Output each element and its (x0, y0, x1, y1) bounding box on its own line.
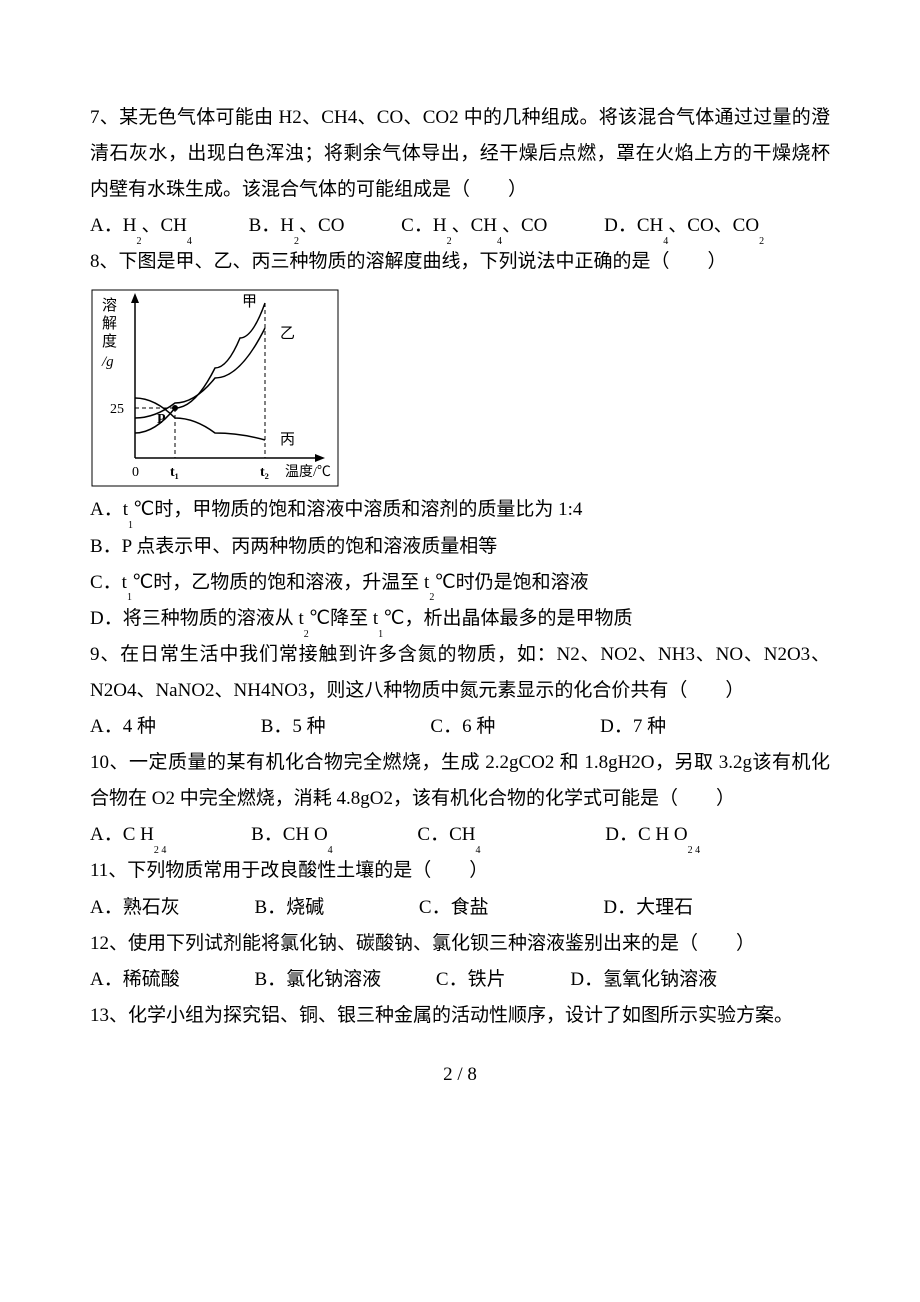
q12-a: A．稀硫酸 (90, 962, 180, 998)
q8-text: 8、下图是甲、乙、丙三种物质的溶解度曲线，下列说法中正确的是（ ） (90, 244, 830, 280)
q8-c: C．t1℃时，乙物质的饱和溶液，升温至 t2℃时仍是饱和溶液 (90, 565, 830, 601)
svg-text:/g: /g (101, 354, 114, 370)
q12-text: 12、使用下列试剂能将氯化钠、碳酸钠、氯化钡三种溶液鉴别出来的是（ ） (90, 926, 830, 962)
q7-text: 7、某无色气体可能由 H2、CH4、CO、CO2 中的几种组成。将该混合气体通过… (90, 100, 830, 208)
svg-text:0: 0 (132, 465, 139, 480)
q11-b: B．烧碱 (254, 890, 324, 926)
q11-options: A．熟石灰 B．烧碱 C．食盐 D．大理石 (90, 890, 830, 926)
q7-c: C．H2、CH4、CO (401, 208, 547, 244)
q10-a: A．C H2 4 (90, 817, 166, 853)
q13-text: 13、化学小组为探究铝、铜、银三种金属的活动性顺序，设计了如图所示实验方案。 (90, 998, 830, 1034)
svg-text:丙: 丙 (280, 432, 295, 448)
q11-d: D．大理石 (603, 890, 693, 926)
q11-text: 11、下列物质常用于改良酸性土壤的是（ ） (90, 853, 830, 889)
svg-text:25: 25 (110, 402, 124, 417)
svg-text:解: 解 (102, 315, 117, 332)
q11-c: C．食盐 (419, 890, 489, 926)
q12-d: D．氢氧化钠溶液 (570, 962, 717, 998)
q12-options: A．稀硫酸 B．氯化钠溶液 C．铁片 D．氢氧化钠溶液 (90, 962, 830, 998)
q10-c: C．CH4 (417, 817, 480, 853)
solubility-chart: 溶解度/g 25 0 t₁ t₂ 温度/℃ 甲乙丙 P (90, 288, 830, 488)
q12-c: C．铁片 (436, 962, 506, 998)
q10-text: 10、一定质量的某有机化合物完全燃烧，生成 2.2gCO2 和 1.8gH2O，… (90, 745, 830, 817)
q10-b: B．CH O4 (251, 817, 333, 853)
svg-text:甲: 甲 (242, 294, 257, 310)
page-footer: 2 / 8 (90, 1064, 830, 1086)
q7-a: A．H2、CH4 (90, 208, 192, 244)
q8-d: D．将三种物质的溶液从 t2℃降至 t1℃，析出晶体最多的是甲物质 (90, 601, 830, 637)
q12-b: B．氯化钠溶液 (254, 962, 381, 998)
svg-text:度: 度 (102, 333, 117, 350)
q10-options: A．C H2 4 B．CH O4 C．CH4 D．C H O2 4 (90, 817, 830, 853)
q9-b: B．5 种 (261, 709, 326, 745)
q7-d: D．CH4、CO、CO2 (604, 208, 764, 244)
q9-a: A．4 种 (90, 709, 156, 745)
q8-b: B．P 点表示甲、丙两种物质的饱和溶液质量相等 (90, 529, 830, 565)
page: 7、某无色气体可能由 H2、CH4、CO、CO2 中的几种组成。将该混合气体通过… (0, 0, 920, 1146)
svg-text:溶: 溶 (102, 297, 117, 314)
q7-b: B．H2、CO (249, 208, 345, 244)
svg-text:t₂: t₂ (260, 465, 269, 480)
q8-a: A．t1℃时，甲物质的饱和溶液中溶质和溶剂的质量比为 1:4 (90, 492, 830, 528)
svg-text:t₁: t₁ (170, 465, 179, 480)
q9-d: D．7 种 (600, 709, 666, 745)
q9-text: 9、在日常生活中我们常接触到许多含氮的物质，如：N2、NO2、NH3、NO、N2… (90, 637, 830, 709)
svg-text:温度/℃: 温度/℃ (285, 464, 331, 480)
svg-text:P: P (157, 412, 166, 427)
q7-options: A．H2、CH4 B．H2、CO C．H2、CH4、CO D．CH4、CO、CO… (90, 208, 830, 244)
q11-a: A．熟石灰 (90, 890, 180, 926)
svg-text:乙: 乙 (280, 326, 295, 342)
q10-d: D．C H O2 4 (605, 817, 700, 853)
q9-options: A．4 种 B．5 种 C．6 种 D．7 种 (90, 709, 830, 745)
q9-c: C．6 种 (430, 709, 495, 745)
